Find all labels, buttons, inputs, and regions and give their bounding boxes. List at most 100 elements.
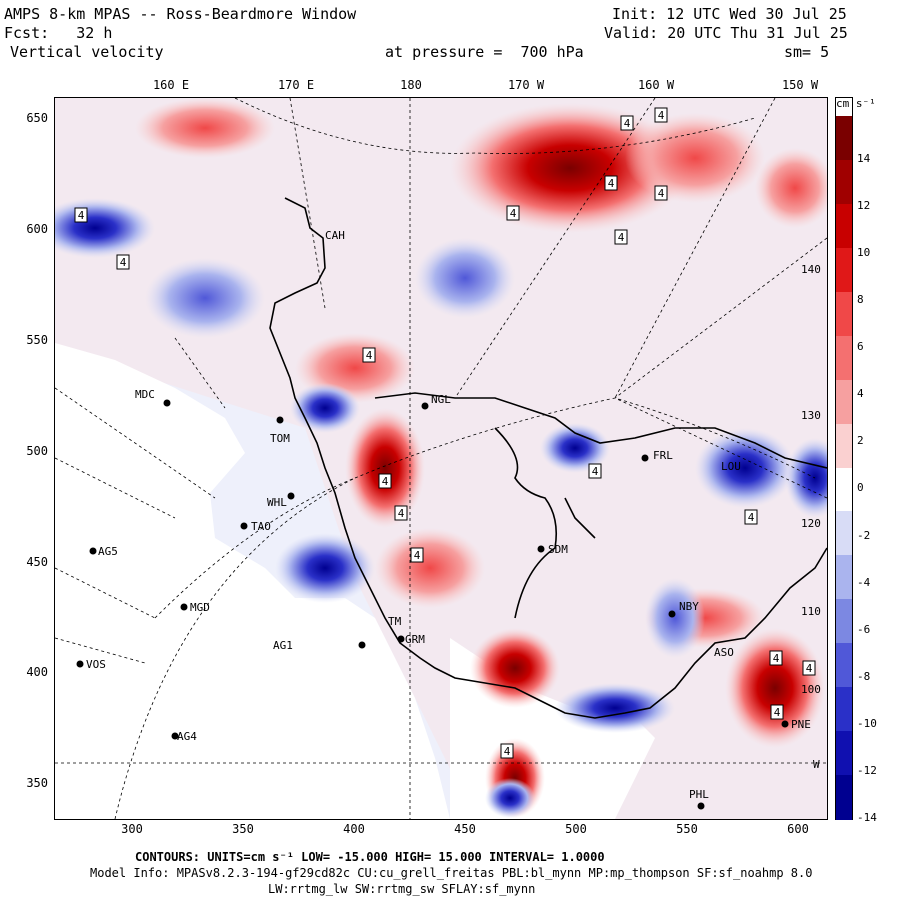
colorbar — [835, 97, 853, 820]
model-title: AMPS 8-km MPAS -- Ross-Beardmore Window — [4, 5, 357, 23]
station-label: GRM — [405, 633, 425, 646]
lon-label-top: 160 E — [152, 78, 190, 92]
colorbar-tick-label: -12 — [857, 763, 877, 777]
svg-text:4: 4 — [773, 652, 780, 665]
svg-text:4: 4 — [592, 465, 599, 478]
x-tick-label: 450 — [454, 822, 476, 836]
smoothing-level: sm= 5 — [784, 43, 830, 61]
downdraft-area — [540, 423, 610, 473]
station-label: TAO — [251, 520, 271, 533]
contour-label: 4 — [410, 547, 424, 563]
colorbar-segment — [836, 643, 852, 688]
contour-label: 4 — [362, 347, 376, 363]
svg-text:4: 4 — [806, 662, 813, 675]
updraft-area — [135, 98, 275, 158]
colorbar-tick-label: -6 — [857, 622, 871, 636]
model-info: Model Info: MPASv8.2.3-194-gf29cd82c CU:… — [90, 866, 813, 880]
svg-text:W: W — [813, 758, 820, 771]
contour-label: 4 — [604, 175, 618, 191]
colorbar-tick-label: 8 — [857, 293, 864, 307]
svg-text:4: 4 — [414, 549, 421, 562]
svg-text:4: 4 — [608, 177, 615, 190]
svg-text:4: 4 — [658, 109, 665, 122]
svg-text:4: 4 — [774, 706, 781, 719]
colorbar-tick-label: 14 — [857, 151, 871, 165]
colorbar-segment — [836, 599, 852, 644]
colorbar-segment — [836, 116, 852, 161]
downdraft-area — [275, 533, 375, 603]
x-tick-label: 400 — [343, 822, 365, 836]
contour-label: 4 — [74, 207, 88, 223]
contour-label: 4 — [770, 704, 784, 720]
updraft-area — [625, 113, 765, 203]
init-time: Init: 12 UTC Wed 30 Jul 25 — [612, 5, 847, 23]
updraft-area — [375, 528, 485, 608]
colorbar-segment — [836, 731, 852, 776]
colorbar-segment — [836, 335, 852, 381]
downdraft-area — [695, 428, 795, 508]
updraft-area — [725, 628, 825, 748]
contour-label: 4 — [620, 115, 634, 131]
station-label: CAH — [325, 229, 345, 242]
colorbar-segment — [836, 775, 852, 820]
y-tick-label: 350 — [26, 776, 48, 790]
station-label: VOS — [86, 658, 106, 671]
contour-label: 4 — [744, 509, 758, 525]
colorbar-tick-label: -2 — [857, 528, 871, 542]
svg-text:110 W: 110 W — [801, 605, 827, 618]
y-tick-label: 450 — [26, 555, 48, 569]
physics-info: LW:rrtmg_lw SW:rrtmg_sw SFLAY:sf_mynn — [268, 882, 536, 896]
downdraft-area — [555, 683, 675, 733]
contour-label: 4 — [588, 463, 602, 479]
station-label: ASO — [714, 646, 734, 659]
pressure-level: at pressure = 700 hPa — [385, 43, 584, 61]
colorbar-tick-label: 10 — [857, 246, 871, 260]
contour-label: 4 — [116, 254, 130, 270]
colorbar-segment — [836, 555, 852, 600]
colorbar-tick-label: 12 — [857, 199, 871, 212]
contour-label: 4 — [654, 185, 668, 201]
svg-text:120 W: 120 W — [801, 517, 827, 530]
contour-label: 4 — [506, 205, 520, 221]
svg-text:100 W: 100 W — [801, 683, 827, 696]
contour-labels: 4 4 4 4 4 4 4 4 4 4 4 4 4 4 4 4 4 4 — [74, 107, 816, 759]
x-tick-label: 300 — [121, 822, 143, 836]
x-tick-label: 550 — [676, 822, 698, 836]
colorbar-segment — [836, 467, 852, 512]
contour-label: 4 — [769, 650, 783, 666]
station-label: AG4 — [177, 730, 197, 743]
colorbar-segment — [836, 247, 852, 293]
right-lon-labels: 140 W 130 W 120 W 110 W 100 W W — [801, 263, 827, 771]
downdraft-area — [415, 238, 515, 318]
downdraft-area — [785, 438, 827, 518]
colorbar-segment — [836, 291, 852, 337]
updraft-area — [450, 103, 690, 233]
colorbar-tick-label: 4 — [857, 387, 864, 401]
colorbar-segment — [836, 687, 852, 732]
station-markers — [76, 399, 789, 810]
colorbar-units: cm s⁻¹ — [836, 97, 876, 110]
svg-text:4: 4 — [618, 231, 625, 244]
svg-text:4: 4 — [120, 256, 127, 269]
station-label: NBY — [679, 600, 699, 613]
station-label: AG5 — [98, 545, 118, 558]
lon-label-top: 180 — [400, 78, 422, 92]
station-label: MDC — [135, 388, 155, 401]
colorbar-segment — [836, 379, 852, 425]
y-tick-label: 500 — [26, 444, 48, 458]
svg-text:4: 4 — [510, 207, 517, 220]
colorbar-tick-label: -4 — [857, 575, 871, 589]
contours-info: CONTOURS: UNITS=cm s⁻¹ LOW= -15.000 HIGH… — [135, 850, 605, 864]
graticule — [55, 98, 827, 819]
colorbar-segment — [836, 203, 852, 249]
downdraft-area — [145, 258, 265, 338]
svg-text:4: 4 — [504, 745, 511, 758]
station-labels: MDC TOM WHL TAO AG5 MGD AG1 VOS AG4 GRM … — [86, 229, 811, 801]
updraft-area — [755, 148, 827, 228]
station-label: WHL — [267, 496, 287, 509]
station-label: FRL — [653, 449, 673, 462]
contour-label: 4 — [654, 107, 668, 123]
station-label: LOU — [721, 460, 741, 473]
colorbar-tick-label: 6 — [857, 340, 864, 354]
